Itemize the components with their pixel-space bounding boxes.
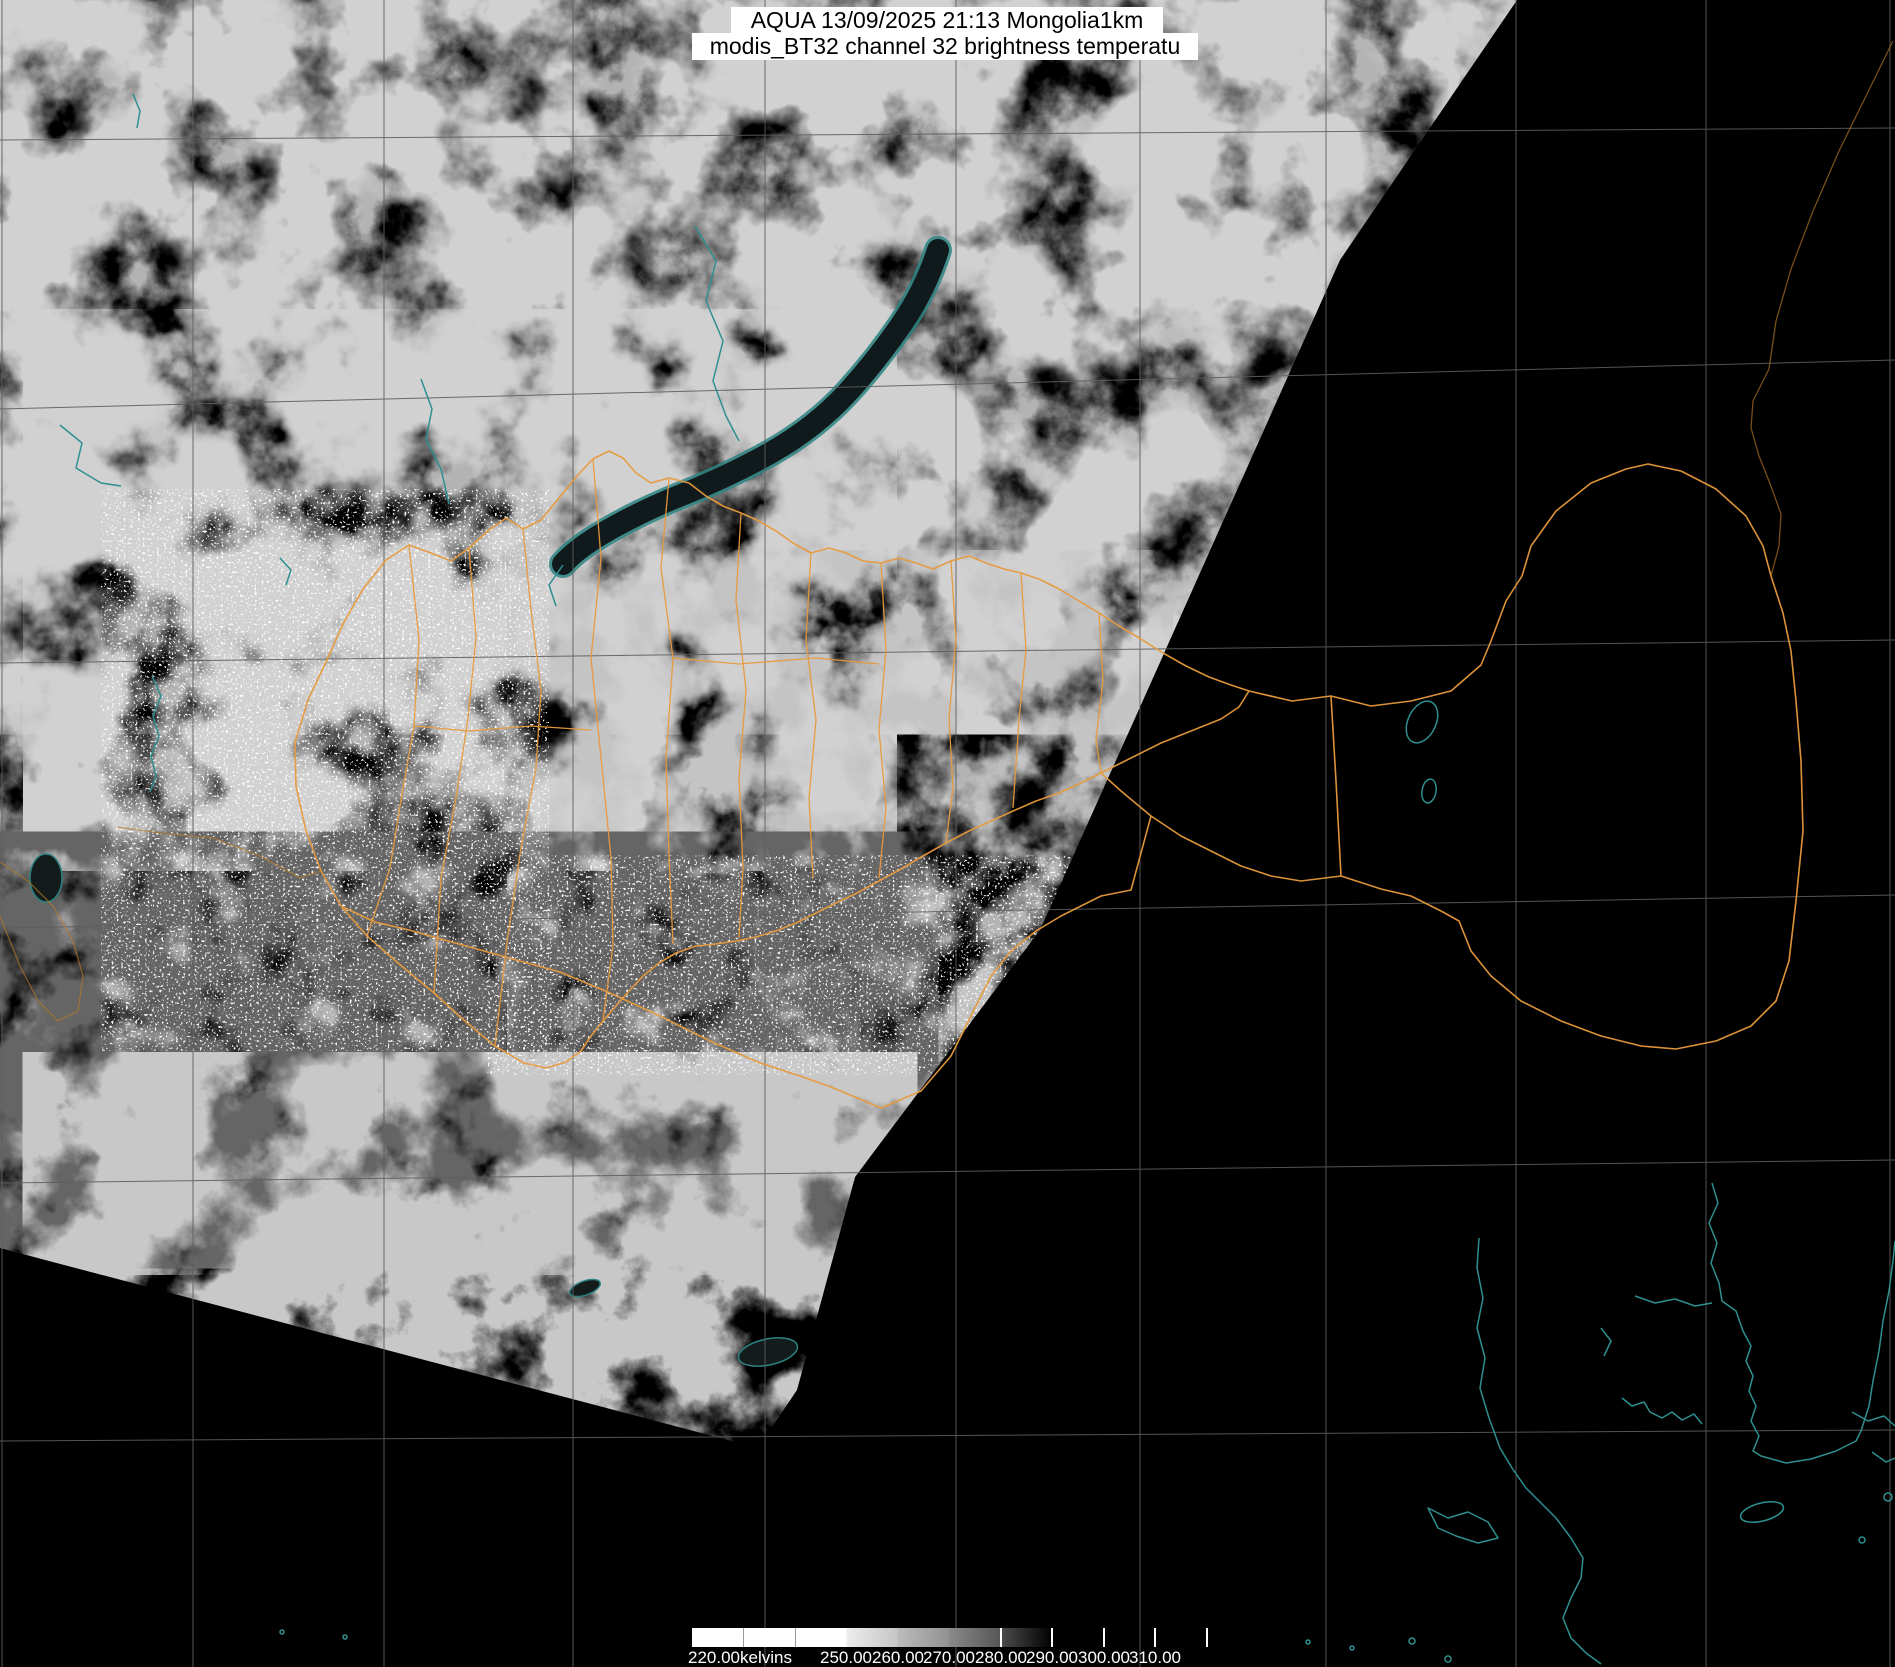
title-line-2: modis_BT32 channel 32 brightness tempera… xyxy=(692,33,1198,60)
political-borders xyxy=(294,450,1804,1109)
snow-speckles-west xyxy=(110,500,540,1040)
coastline-japan-2 xyxy=(1871,1451,1895,1463)
river-top-left xyxy=(132,93,141,129)
island-speck-5 xyxy=(1349,1645,1355,1651)
river-selenga xyxy=(694,225,740,442)
border-xinjiang-fragment xyxy=(116,826,322,879)
lake-hulun xyxy=(1405,700,1439,744)
island-speck-6 xyxy=(1305,1639,1311,1645)
coastlines-and-rivers xyxy=(59,93,1895,1665)
colorbar-label-270: 270.00 xyxy=(923,1648,975,1667)
island-speck-7 xyxy=(279,1629,285,1635)
borders-mongolia-provinces xyxy=(366,458,1104,1047)
island-jeju xyxy=(1739,1501,1785,1523)
island-speck-4 xyxy=(1444,1655,1452,1663)
lake-buir xyxy=(1421,778,1437,804)
political-borders-faint xyxy=(0,40,1894,1022)
islands-china-coast xyxy=(1427,1507,1499,1544)
lakes-great-lakes-depression xyxy=(149,675,162,793)
colorbar-tick-300 xyxy=(1103,1628,1105,1647)
colorbar-label-300: 300.00 xyxy=(1078,1648,1130,1667)
lake-uvs-group xyxy=(29,853,799,1367)
colorbar-label-260: 260.00 xyxy=(872,1648,924,1667)
title-line-1: AQUA 13/09/2025 21:13 Mongolia1km xyxy=(731,7,1163,33)
borders-inner-mongolia xyxy=(1100,772,1342,882)
colorbar-label-290: 290.00 xyxy=(1026,1648,1078,1667)
island-speck-1 xyxy=(1883,1492,1893,1502)
colorbar-label-start: 220.00kelvins xyxy=(688,1648,792,1667)
river-west xyxy=(420,378,450,505)
colorbar-label-280: 280.00 xyxy=(975,1648,1027,1667)
river-northwest xyxy=(59,424,122,487)
border-kazakhstan-fragment xyxy=(0,861,84,1022)
coastline-japan-1 xyxy=(1851,1411,1895,1427)
colorbar-tick-290 xyxy=(1051,1628,1053,1647)
border-mongolia-outline xyxy=(294,450,1250,1069)
borders-china-south-of-gobi xyxy=(340,815,1152,1109)
colorbar-tick-310 xyxy=(1154,1628,1156,1647)
title-line-2-text: modis_BT32 channel 32 brightness tempera… xyxy=(709,33,1181,59)
coastline-korea-north xyxy=(1634,1295,1713,1307)
islands-korea-southwest xyxy=(1621,1397,1703,1425)
island-speck-2 xyxy=(1858,1536,1866,1544)
coastline-korea xyxy=(1708,1182,1895,1464)
colorbar-gradient xyxy=(692,1628,1052,1647)
colorbar-tick-320 xyxy=(1206,1628,1208,1647)
borders-china-northeast xyxy=(1248,463,1804,1050)
island-speck-3 xyxy=(1408,1637,1416,1645)
lake-baikal xyxy=(549,236,952,578)
island-speck-8 xyxy=(342,1634,348,1640)
coastline-bohai xyxy=(1600,1327,1612,1357)
border-russia-china-amur xyxy=(1750,40,1894,577)
colorbar-tick-280 xyxy=(1000,1628,1002,1647)
colorbar-divider-230 xyxy=(743,1628,744,1647)
colorbar-divider-240 xyxy=(795,1628,796,1647)
lake-small-west xyxy=(279,557,292,586)
colorbar: 220.00kelvins 250.00 260.00 270.00 280.0… xyxy=(688,1628,1292,1667)
title-line-1-text: AQUA 13/09/2025 21:13 Mongolia1km xyxy=(750,6,1144,33)
colorbar-label-310: 310.00 xyxy=(1129,1648,1181,1667)
colorbar-label-250: 250.00 xyxy=(820,1648,872,1667)
coastline-china xyxy=(1476,1237,1602,1665)
river-baikal-outflow xyxy=(548,564,564,607)
